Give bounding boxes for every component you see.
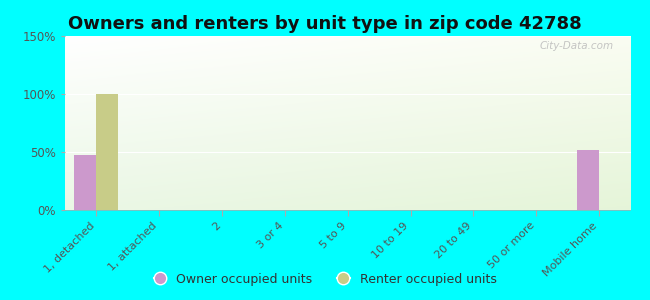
Text: Owners and renters by unit type in zip code 42788: Owners and renters by unit type in zip c…: [68, 15, 582, 33]
Bar: [577, 150, 599, 210]
Bar: [96, 94, 118, 210]
Legend: Owner occupied units, Renter occupied units: Owner occupied units, Renter occupied un…: [148, 268, 502, 291]
Text: City-Data.com: City-Data.com: [540, 41, 614, 51]
Bar: [74, 155, 96, 210]
